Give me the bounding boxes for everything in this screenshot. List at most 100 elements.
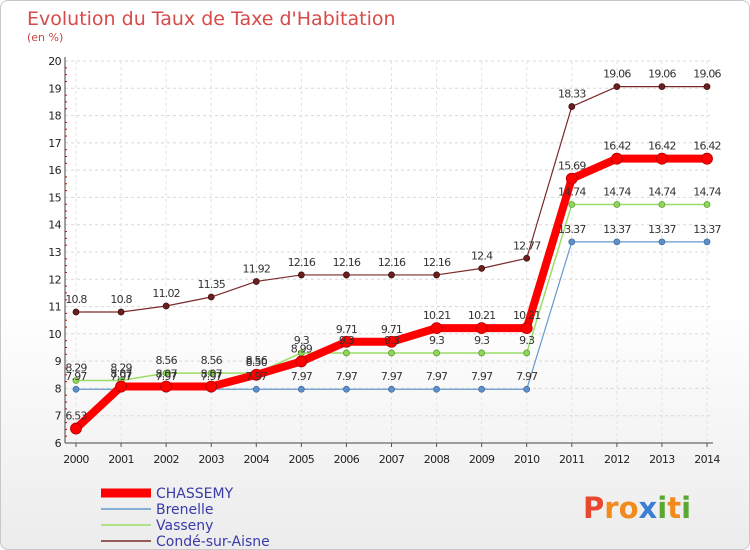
data-point-vasseny <box>207 369 215 377</box>
data-point-cond-sur-aisne <box>388 271 395 279</box>
data-label-chassemy: 8.99 <box>291 342 313 355</box>
data-point-cond-sur-aisne <box>297 271 305 279</box>
data-label-vasseny: 9.3 <box>429 334 445 347</box>
data-label-vasseny: 14.74 <box>558 186 586 199</box>
data-label-vasseny: 14.74 <box>648 186 676 199</box>
data-label-brenelle: 7.97 <box>110 370 132 383</box>
data-label-vasseny: 8.56 <box>155 354 177 367</box>
x-tick-label: 2007 <box>379 453 405 466</box>
data-label-cond-sur-aisne: 19.06 <box>693 68 721 81</box>
x-tick-label: 2008 <box>424 453 450 466</box>
data-label-chassemy: 10.21 <box>423 309 451 322</box>
data-label-brenelle: 13.37 <box>603 223 631 236</box>
data-point-chassemy <box>610 152 623 165</box>
data-point-brenelle <box>297 385 305 393</box>
y-tick-label: 15 <box>48 191 61 204</box>
data-label-cond-sur-aisne: 12.16 <box>378 256 406 269</box>
data-label-vasseny: 8.56 <box>246 354 268 367</box>
x-tick-label: 2005 <box>289 453 315 466</box>
data-point-cond-sur-aisne <box>568 103 576 110</box>
data-point-vasseny <box>568 201 576 208</box>
data-label-cond-sur-aisne: 12.4 <box>471 249 493 262</box>
data-point-chassemy <box>160 380 173 393</box>
data-point-brenelle <box>658 238 666 246</box>
data-point-brenelle <box>613 238 621 246</box>
data-point-cond-sur-aisne <box>117 308 125 316</box>
data-label-vasseny: 14.74 <box>693 186 721 199</box>
data-point-chassemy <box>565 172 578 185</box>
data-label-vasseny: 9.3 <box>474 334 490 347</box>
data-label-cond-sur-aisne: 19.06 <box>603 68 631 81</box>
chart-title: Evolution du Taux de Taxe d'Habitation <box>27 8 396 30</box>
y-tick-label: 18 <box>48 110 61 123</box>
data-label-chassemy: 9.71 <box>336 323 357 336</box>
data-point-brenelle <box>478 385 486 393</box>
data-point-vasseny <box>703 201 711 208</box>
x-tick-label: 2002 <box>153 453 179 466</box>
data-label-cond-sur-aisne: 11.35 <box>197 278 225 291</box>
data-label-cond-sur-aisne: 12.77 <box>513 239 541 252</box>
data-point-chassemy <box>520 322 533 335</box>
data-point-vasseny <box>613 201 621 208</box>
data-point-chassemy <box>475 322 488 335</box>
data-label-chassemy: 16.42 <box>648 140 676 153</box>
data-point-vasseny <box>162 369 170 377</box>
y-tick-label: 17 <box>48 137 61 150</box>
x-tick-label: 2014 <box>694 453 720 466</box>
data-point-cond-sur-aisne <box>162 302 170 310</box>
data-label-brenelle: 7.97 <box>65 370 87 383</box>
legend-label: Condé-sur-Aisne <box>156 534 270 549</box>
x-tick-label: 2012 <box>604 453 630 466</box>
data-point-brenelle <box>388 385 395 393</box>
data-label-brenelle: 7.97 <box>516 370 538 383</box>
data-label-cond-sur-aisne: 12.16 <box>288 256 316 269</box>
data-label-cond-sur-aisne: 12.16 <box>333 256 361 269</box>
data-point-brenelle <box>523 385 531 393</box>
data-point-chassemy <box>701 152 713 165</box>
data-label-vasseny: 14.74 <box>603 186 631 199</box>
x-tick-label: 2009 <box>469 453 495 466</box>
data-label-brenelle: 7.97 <box>336 370 358 383</box>
data-point-chassemy <box>205 380 218 393</box>
data-label-brenelle: 7.97 <box>291 370 313 383</box>
data-point-chassemy <box>656 152 668 165</box>
data-label-cond-sur-aisne: 19.06 <box>648 68 676 81</box>
data-point-cond-sur-aisne <box>478 264 486 272</box>
data-point-cond-sur-aisne <box>613 83 621 91</box>
data-point-chassemy <box>295 355 308 368</box>
data-point-cond-sur-aisne <box>343 271 350 279</box>
data-point-cond-sur-aisne <box>207 293 215 301</box>
data-label-brenelle: 13.37 <box>558 223 586 236</box>
data-label-brenelle: 13.37 <box>693 223 721 236</box>
legend-label: CHASSEMY <box>156 486 234 502</box>
data-label-vasseny: 9.3 <box>339 334 355 347</box>
data-label-cond-sur-aisne: 10.8 <box>110 293 132 306</box>
data-point-chassemy <box>340 335 353 348</box>
data-label-vasseny: 8.56 <box>201 354 223 367</box>
data-point-vasseny <box>388 349 395 357</box>
data-label-chassemy: 8.07 <box>201 368 223 381</box>
y-tick-label: 13 <box>48 246 61 259</box>
data-label-chassemy: 6.53 <box>65 410 87 423</box>
y-tick-label: 9 <box>55 355 62 368</box>
x-tick-label: 2001 <box>108 453 134 466</box>
data-point-cond-sur-aisne <box>703 83 711 91</box>
data-label-chassemy: 16.42 <box>693 140 721 153</box>
data-point-chassemy <box>430 322 443 335</box>
y-tick-label: 8 <box>55 382 62 395</box>
data-label-chassemy: 8.07 <box>110 368 132 381</box>
chart-subtitle: (en %) <box>27 31 63 44</box>
data-point-brenelle <box>252 385 260 393</box>
data-label-cond-sur-aisne: 11.92 <box>243 262 271 275</box>
data-point-brenelle <box>343 385 350 393</box>
data-point-vasseny <box>478 349 486 357</box>
y-tick-label: 10 <box>48 328 61 341</box>
data-point-brenelle <box>433 385 440 393</box>
x-tick-label: 2003 <box>198 453 224 466</box>
data-point-chassemy <box>115 380 127 393</box>
y-tick-label: 16 <box>48 164 61 177</box>
data-point-vasseny <box>72 377 80 384</box>
data-label-brenelle: 7.97 <box>426 370 448 383</box>
